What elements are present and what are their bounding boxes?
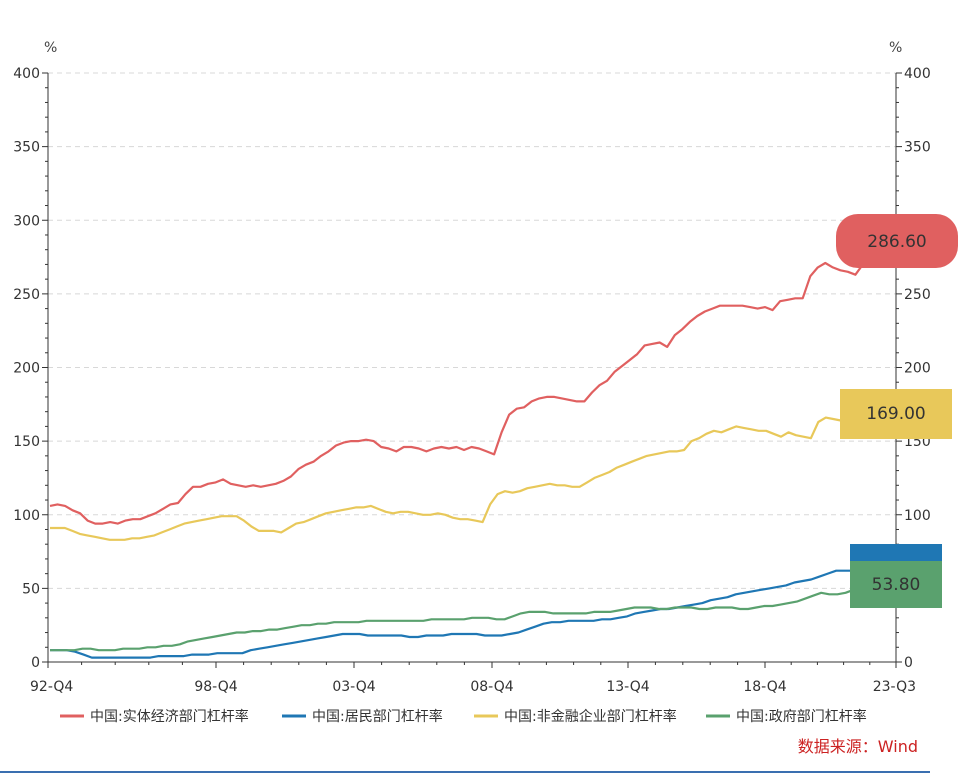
legend-label-4: 中国:政府部门杠杆率	[736, 708, 867, 725]
legend-label-2: 中国:居民部门杠杆率	[312, 708, 443, 725]
callout-value-4: 53.80	[872, 575, 921, 595]
legend-label-3: 中国:非金融企业部门杠杆率	[504, 708, 677, 725]
series-line-1	[49, 239, 879, 525]
y-tick-label-right: 400	[904, 66, 931, 82]
grid-lines	[48, 72, 896, 589]
callout-value-1: 286.60	[867, 232, 926, 252]
left-axis-unit: %	[44, 40, 57, 56]
callout-box-3	[850, 544, 942, 561]
data-source-note: 数据来源：Wind	[798, 737, 918, 756]
series-line-2	[50, 567, 879, 659]
callout-box-4	[850, 561, 942, 608]
callout-box-2	[840, 389, 952, 439]
series-line-4	[50, 581, 879, 652]
callout-value-2: 169.00	[866, 404, 925, 424]
y-tick-label-right: 250	[904, 287, 931, 303]
x-tick-label: 18-Q4	[743, 679, 786, 695]
y-tick-label-left: 300	[13, 213, 40, 229]
series-line-3	[50, 412, 879, 541]
legend: 中国:实体经济部门杠杆率 中国:居民部门杠杆率 中国:非金融企业部门杠杆率 中国:政府…	[60, 708, 867, 725]
y-tick-label-left: 200	[13, 361, 40, 377]
x-tick-label: 92-Q4	[30, 679, 73, 695]
series-lines	[49, 239, 879, 659]
x-tick-label: 98-Q4	[194, 679, 237, 695]
y-tick-label-right: 0	[904, 655, 913, 671]
y-tick-label-left: 100	[13, 508, 40, 524]
y-tick-label-right: 200	[904, 361, 931, 377]
y-tick-label-left: 250	[13, 287, 40, 303]
x-tick-label: 03-Q4	[332, 679, 375, 695]
y-tick-label-left: 400	[13, 66, 40, 82]
callout-box-1	[836, 214, 958, 268]
right-axis-unit: %	[889, 40, 902, 56]
y-tick-label-right: 100	[904, 508, 931, 524]
x-tick-label: 08-Q4	[470, 679, 513, 695]
legend-label-1: 中国:实体经济部门杠杆率	[90, 708, 249, 725]
x-tick-label: 13-Q4	[606, 679, 649, 695]
x-tick-label: 23-Q3	[873, 679, 916, 695]
y-tick-label-left: 350	[13, 140, 40, 156]
y-tick-label-left: 0	[31, 655, 40, 671]
y-tick-label-left: 50	[22, 581, 40, 597]
axes: 0050501001001501502002002502503003003503…	[13, 66, 930, 695]
y-tick-label-left: 150	[13, 434, 40, 450]
y-tick-label-right: 350	[904, 140, 931, 156]
